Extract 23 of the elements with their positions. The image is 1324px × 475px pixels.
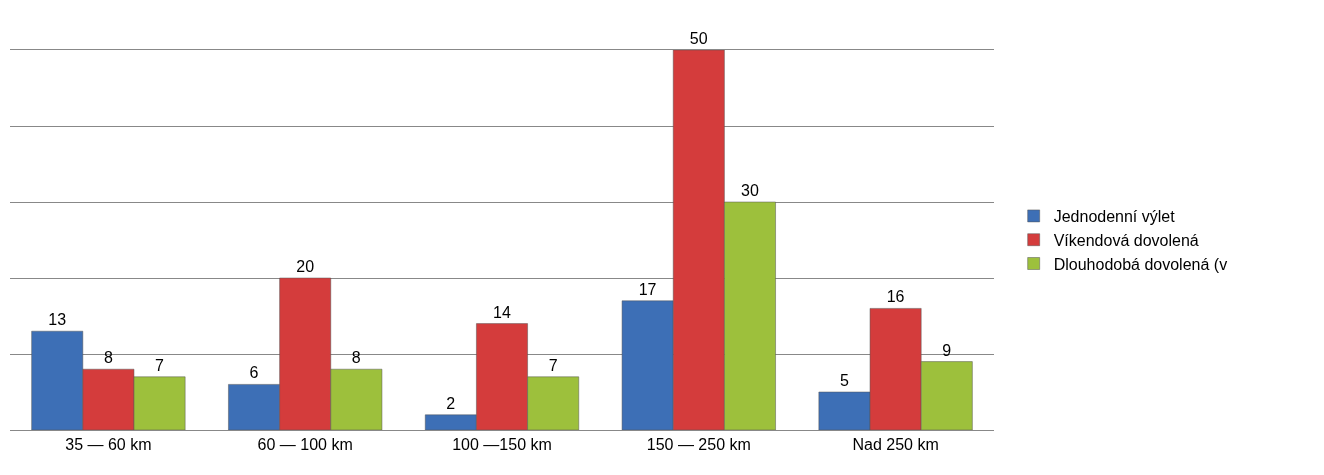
legend-label: Dlouhodobá dovolená (v [1053, 255, 1228, 273]
x-tick-label: 150 — 250 km [646, 436, 751, 454]
data-label: 7 [155, 356, 165, 374]
x-tick-label: 100 —150 km [452, 436, 552, 454]
data-label: 2 [446, 394, 456, 412]
data-label: 16 [886, 288, 905, 306]
data-label: 9 [942, 341, 952, 359]
x-tick-label: 35 — 60 km [65, 436, 152, 454]
data-label: 50 [689, 30, 708, 47]
data-label: 14 [493, 303, 511, 321]
data-label: 17 [638, 280, 657, 298]
data-label: 8 [103, 349, 113, 367]
x-tick-label: 60 — 100 km [257, 436, 353, 454]
x-tick-label: Nad 250 km [852, 436, 939, 454]
data-label: 5 [839, 372, 849, 389]
data-label: 6 [249, 364, 259, 382]
legend-label: Jednodenní výlet [1053, 208, 1176, 226]
data-label: 7 [548, 356, 558, 374]
data-label: 8 [351, 349, 361, 367]
data-label: 13 [48, 311, 67, 329]
data-label: 30 [741, 182, 759, 199]
legend-label: Víkendová dovolená [1053, 231, 1199, 249]
data-label: 20 [296, 258, 315, 275]
